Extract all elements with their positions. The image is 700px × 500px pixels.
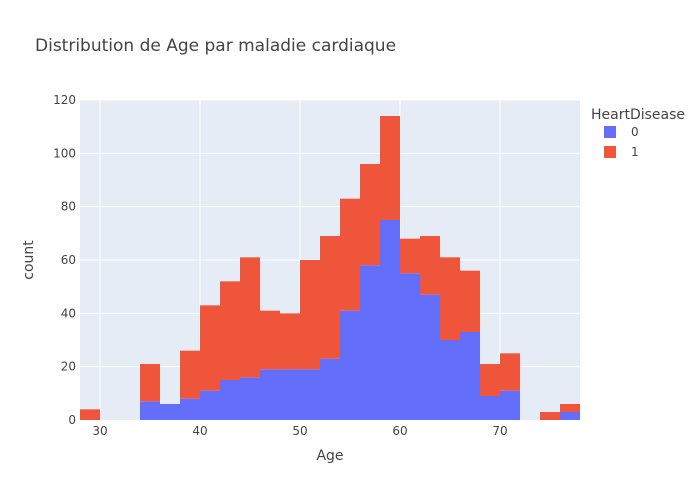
legend-swatch-0[interactable] xyxy=(604,126,616,138)
bar-1-60[interactable] xyxy=(400,238,420,274)
bar-0-76[interactable] xyxy=(560,412,580,420)
legend-items: 01 xyxy=(604,125,639,159)
bar-0-40[interactable] xyxy=(200,390,220,420)
x-tick-label: 60 xyxy=(392,424,407,438)
bar-0-56[interactable] xyxy=(360,265,380,420)
bar-0-42[interactable] xyxy=(220,380,240,420)
bar-0-52[interactable] xyxy=(320,358,340,420)
bar-1-52[interactable] xyxy=(320,236,340,359)
chart-title: Distribution de Age par maladie cardiaqu… xyxy=(35,36,396,56)
bar-0-70[interactable] xyxy=(500,390,520,420)
bar-1-48[interactable] xyxy=(280,313,300,370)
x-tick-label: 40 xyxy=(192,424,207,438)
bar-1-50[interactable] xyxy=(300,260,320,370)
x-axis-title: Age xyxy=(316,448,343,464)
bar-0-38[interactable] xyxy=(180,398,200,420)
bar-1-76[interactable] xyxy=(560,404,580,412)
bar-1-42[interactable] xyxy=(220,281,240,380)
legend-label-0[interactable]: 0 xyxy=(631,125,639,139)
bar-1-54[interactable] xyxy=(340,198,360,311)
bar-1-62[interactable] xyxy=(420,236,440,295)
bar-1-74[interactable] xyxy=(540,412,560,420)
y-tick-label: 120 xyxy=(53,93,76,107)
ticks: 0 20 40 60 80 100 120 30 40 50 60 70 xyxy=(53,93,508,438)
y-axis-title: count xyxy=(21,240,37,280)
bar-0-58[interactable] xyxy=(380,220,400,420)
bar-1-68[interactable] xyxy=(480,364,500,396)
bar-0-62[interactable] xyxy=(420,294,440,420)
bar-1-46[interactable] xyxy=(260,310,280,370)
bar-1-70[interactable] xyxy=(500,353,520,391)
bar-1-64[interactable] xyxy=(440,257,460,340)
bar-0-66[interactable] xyxy=(460,332,480,420)
bar-1-58[interactable] xyxy=(380,116,400,220)
y-tick-label: 0 xyxy=(68,413,76,427)
bar-1-34[interactable] xyxy=(140,364,160,402)
y-tick-label: 60 xyxy=(61,253,76,267)
bar-0-36[interactable] xyxy=(160,404,180,420)
bar-0-48[interactable] xyxy=(280,369,300,420)
y-tick-label: 40 xyxy=(61,306,76,320)
bar-0-68[interactable] xyxy=(480,396,500,420)
bar-1-28[interactable] xyxy=(80,409,100,420)
bar-0-44[interactable] xyxy=(240,377,260,420)
bar-0-50[interactable] xyxy=(300,369,320,420)
bar-1-56[interactable] xyxy=(360,164,380,266)
bar-1-38[interactable] xyxy=(180,350,200,399)
bar-1-40[interactable] xyxy=(200,305,220,391)
bar-0-54[interactable] xyxy=(340,310,360,420)
legend-title: HeartDisease xyxy=(591,107,685,123)
bar-0-64[interactable] xyxy=(440,340,460,420)
y-tick-label: 80 xyxy=(61,200,76,214)
legend: HeartDisease 01 xyxy=(591,107,685,159)
legend-swatch-1[interactable] xyxy=(604,146,616,158)
bar-1-66[interactable] xyxy=(460,270,480,332)
bar-0-46[interactable] xyxy=(260,369,280,420)
bars xyxy=(80,116,580,420)
legend-label-1[interactable]: 1 xyxy=(631,145,639,159)
x-tick-label: 50 xyxy=(292,424,307,438)
x-tick-label: 30 xyxy=(92,424,107,438)
y-tick-label: 20 xyxy=(61,360,76,374)
x-tick-label: 70 xyxy=(492,424,507,438)
bar-1-44[interactable] xyxy=(240,257,260,378)
bar-0-60[interactable] xyxy=(400,273,420,420)
bar-0-34[interactable] xyxy=(140,401,160,420)
y-tick-label: 100 xyxy=(53,146,76,160)
